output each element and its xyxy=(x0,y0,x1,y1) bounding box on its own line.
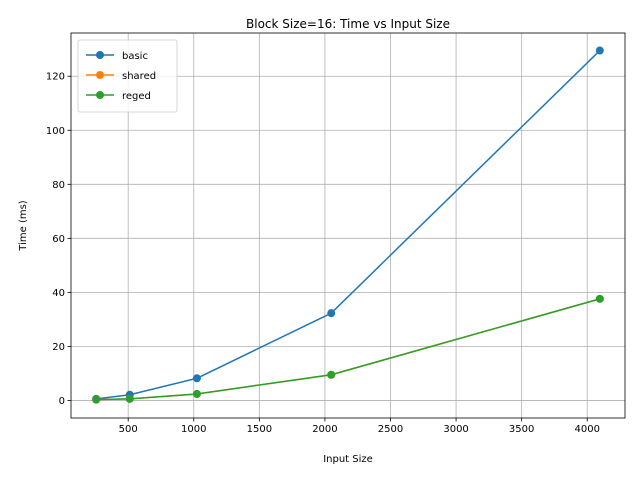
y-tick-label: 80 xyxy=(52,180,65,191)
x-tick-label: 500 xyxy=(119,424,138,435)
legend-label-reged: reged xyxy=(122,91,151,102)
y-tick-label: 100 xyxy=(46,126,65,137)
data-point-reged xyxy=(327,370,336,379)
grid xyxy=(71,33,625,418)
legend-marker-reged xyxy=(96,91,104,99)
chart-title: Block Size=16: Time vs Input Size xyxy=(246,17,450,31)
x-tick-label: 1500 xyxy=(247,424,272,435)
y-tick-label: 0 xyxy=(59,396,65,407)
data-point-reged xyxy=(192,389,201,398)
y-tick-label: 120 xyxy=(46,72,65,83)
plot-frame xyxy=(70,32,626,419)
legend-item-shared: shared xyxy=(86,71,156,82)
y-axis-ticks: 0 20 40 60 80 100 120 xyxy=(46,72,71,407)
y-tick-label: 40 xyxy=(52,288,65,299)
legend-marker-shared xyxy=(96,71,104,79)
y-tick-label: 20 xyxy=(52,342,65,353)
legend-item-reged: reged xyxy=(86,91,151,102)
x-tick-label: 3000 xyxy=(443,424,468,435)
data-point-reged xyxy=(595,294,604,303)
legend-item-basic: basic xyxy=(86,51,148,62)
data-point-basic xyxy=(327,309,336,318)
x-tick-label: 2000 xyxy=(312,424,337,435)
data-point-reged xyxy=(92,395,101,404)
x-tick-label: 3500 xyxy=(509,424,534,435)
x-axis-label: Input Size xyxy=(323,454,373,465)
legend: basic shared reged xyxy=(77,39,178,113)
legend-marker-basic xyxy=(96,51,104,59)
data-point-reged xyxy=(125,394,134,403)
legend-label-basic: basic xyxy=(122,51,148,62)
legend-label-shared: shared xyxy=(122,71,156,82)
y-axis-label: Time (ms) xyxy=(18,200,29,252)
series-layer xyxy=(92,46,604,404)
x-axis-ticks: 500 1000 1500 2000 2500 3000 3500 4000 xyxy=(119,418,600,435)
y-tick-label: 60 xyxy=(52,234,65,245)
x-tick-label: 1000 xyxy=(181,424,206,435)
x-tick-label: 4000 xyxy=(575,424,600,435)
series-reged xyxy=(92,294,604,404)
x-tick-label: 2500 xyxy=(378,424,403,435)
data-point-basic xyxy=(595,46,604,55)
data-point-basic xyxy=(192,374,201,383)
